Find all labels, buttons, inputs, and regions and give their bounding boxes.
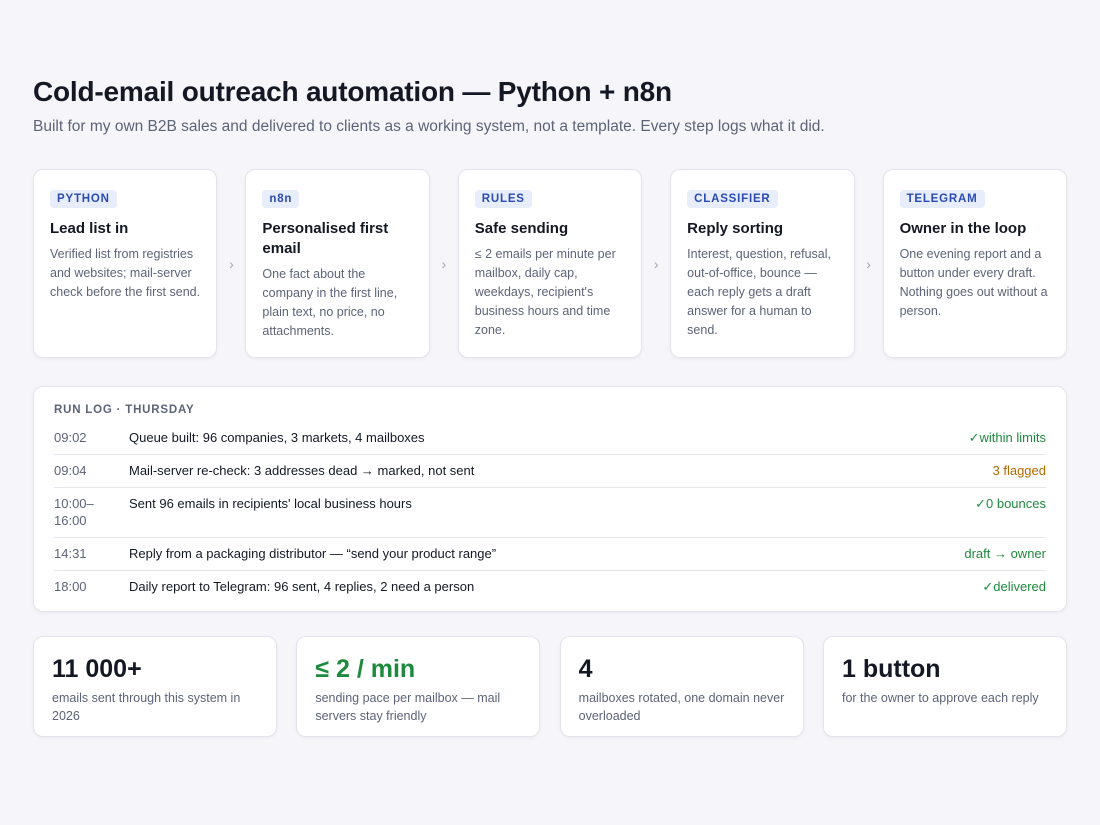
step-card: n8n Personalised first email One fact abou… (245, 169, 430, 358)
step-text: One fact about the company in the first … (262, 267, 398, 338)
chevron: › (866, 255, 871, 272)
tag-wrap: RULES (474, 189, 625, 208)
log-event: Sent 96 emails in recipients' local busi… (129, 496, 412, 511)
stat-card: 11 000+ emails sent through this system i… (33, 636, 277, 737)
stat-value: 11 000+ (52, 655, 142, 683)
stat-card: 4 mailboxes rotated, one domain never ove… (559, 636, 804, 737)
stat-label: sending pace per mailbox — mail servers … (315, 691, 501, 723)
chevron: › (441, 255, 447, 272)
stats: 11 000+ emails sent through this system i… (33, 636, 1067, 737)
log-event: Daily report to Telegram: 96 sent, 4 rep… (129, 579, 475, 594)
stat-label: mailboxes rotated, one domain never over… (578, 691, 785, 723)
chevron: › (229, 255, 234, 272)
log-status: ✓0 bounces (975, 496, 1046, 511)
log-row: 18:00 Daily report to Telegram: 96 sent, … (54, 571, 1046, 603)
step-tag: n8n (262, 190, 300, 208)
tag-wrap: n8n (262, 189, 412, 208)
page-title: Cold-email outreach automation — Python … (33, 76, 672, 107)
log-title: RUN LOG · THURSDAY (54, 404, 195, 416)
log-time: 09:04 (54, 463, 87, 478)
step-tag: PYTHON (50, 190, 117, 208)
step-text: Interest, question, refusal, out-of-offi… (687, 247, 832, 337)
step-title: Owner in the loop (899, 220, 1027, 237)
pipeline: PYTHON Lead list in Verified list from reg… (33, 169, 1068, 358)
step-text: Verified list from registries and websit… (50, 247, 201, 299)
log-row: 14:31 Reply from a packaging distributor … (54, 538, 1046, 571)
chevron: › (653, 255, 659, 272)
step-tag: CLASSIFIER (687, 190, 778, 208)
step-tag: RULES (474, 190, 532, 208)
step-card: PYTHON Lead list in Verified list from reg… (33, 169, 218, 358)
log-status: draft → owner (964, 546, 1046, 561)
stat-value: 1 button (841, 655, 941, 683)
stat-card: ≤ 2 / min sending pace per mailbox — mail… (296, 636, 541, 737)
stat-card: 1 button for the owner to approve each re… (822, 636, 1067, 737)
step-card: TELEGRAM Owner in the loop One evening rep… (882, 169, 1068, 358)
tag-wrap: TELEGRAM (899, 189, 1050, 208)
run-log: RUN LOG · THURSDAY 09:02 Queue built: 96 … (33, 386, 1067, 612)
log-row: 09:02 Queue built: 96 companies, 3 market… (54, 422, 1046, 455)
step-tag: TELEGRAM (899, 190, 985, 208)
tag-wrap: PYTHON (50, 189, 200, 208)
step-title: Lead list in (50, 220, 129, 237)
stat-label: emails sent through this system in 2026 (52, 691, 241, 723)
tag-wrap: CLASSIFIER (687, 189, 837, 208)
page-subtitle: Built for my own B2B sales and delivered… (33, 118, 825, 135)
step-title: Reply sorting (687, 220, 784, 237)
stat-value: ≤ 2 / min (315, 655, 416, 683)
log-row: 09:04 Mail-server re-check: 3 addresses d… (54, 455, 1046, 488)
log-status: ✓within limits (968, 430, 1046, 445)
log-time: 10:00–16:00 (54, 496, 94, 528)
stat-value: 4 (578, 655, 593, 683)
step-title: Safe sending (474, 220, 569, 237)
step-text: ≤ 2 emails per minute per mailbox, daily… (474, 247, 616, 337)
log-row: 10:00–16:00 Sent 96 emails in recipients'… (54, 488, 1046, 538)
log-status: 3 flagged (992, 463, 1047, 478)
log-time: 09:02 (54, 430, 87, 445)
log-event: Reply from a packaging distributor — “se… (129, 546, 497, 561)
step-card: RULES Safe sending ≤ 2 emails per minute p… (457, 169, 643, 358)
log-time: 18:00 (54, 579, 87, 594)
log-rows: 09:02 Queue built: 96 companies, 3 market… (54, 422, 1046, 603)
content: Cold-email outreach automation — Python … (33, 76, 1068, 737)
log-event: Queue built: 96 companies, 3 markets, 4 … (129, 430, 425, 445)
step-card: CLASSIFIER Reply sorting Interest, questio… (670, 169, 855, 358)
log-time: 14:31 (54, 546, 87, 561)
log-event: Mail-server re-check: 3 addresses dead →… (129, 463, 475, 478)
log-status: ✓delivered (982, 579, 1046, 594)
step-text: One evening report and a button under ev… (899, 247, 1048, 318)
step-title: Personalised first email (262, 220, 389, 257)
stat-label: for the owner to approve each reply (841, 691, 1039, 705)
